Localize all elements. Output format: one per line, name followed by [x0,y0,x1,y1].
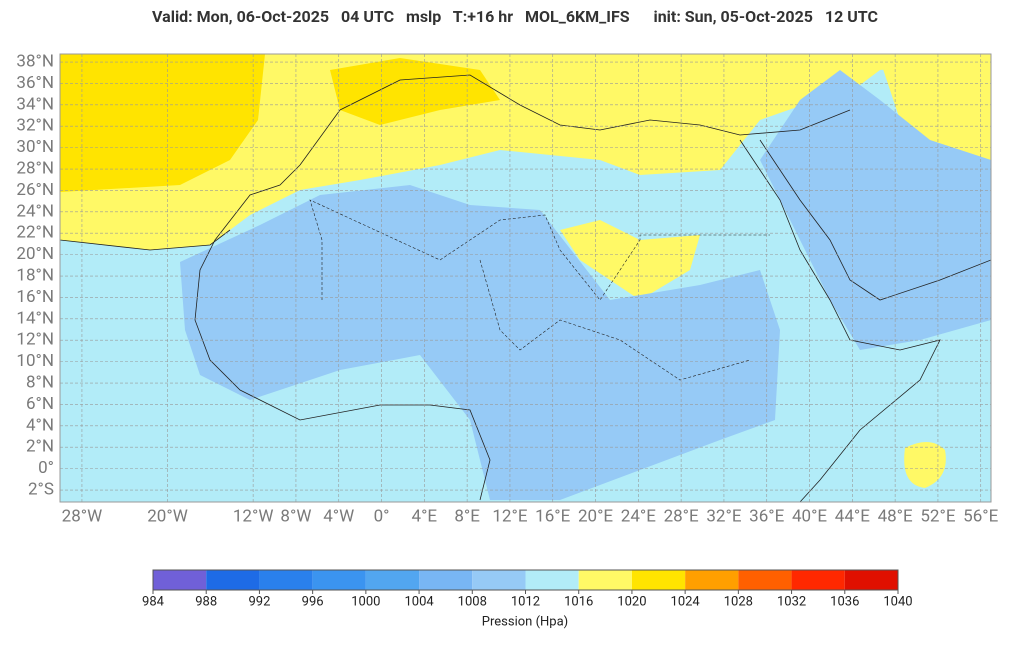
lat-label: 2°N [26,437,54,457]
lat-label: 0° [38,458,54,478]
lat-label: 28°N [16,159,54,179]
lon-label: 8°W [280,506,311,526]
field-region [760,70,991,350]
colorbar-swatch [791,570,845,590]
colorbar-tick-label: 1020 [617,594,646,609]
lon-label: 20°E [578,506,613,526]
lat-label: 6°N [26,394,54,414]
coastline [60,150,231,251]
lon-label: 4°E [412,506,438,526]
lon-label: 32°E [706,506,741,526]
colorbar-swatch [312,570,366,590]
coastline [194,164,491,501]
lon-label: 56°E [963,506,998,526]
colorbar-swatch [259,570,313,590]
field-region [180,185,780,500]
lat-label: 32°N [16,116,54,136]
lat-label: 10°N [16,351,54,371]
colorbar-swatch [472,570,526,590]
colorbar-tick-label: 1036 [830,594,859,609]
colorbar-tick-label: 1000 [351,594,380,609]
field-region [904,441,946,488]
title: Valid: Mon, 06-Oct-2025 04 UTC mslp T:+1… [152,7,878,26]
colorbar-label: Pression (Hpa) [482,614,568,629]
lon-label: 20°W [147,506,188,526]
colorbar-tick-label: 1028 [724,594,753,609]
colorbar-tick-label: 1016 [564,594,593,609]
lon-label: 12°E [492,506,527,526]
lon-label: 36°E [749,506,784,526]
colorbar-swatch [153,570,207,590]
colorbar-swatch [685,570,739,590]
colorbar-tick-label: 1040 [883,594,912,609]
lat-label: 14°N [16,308,54,328]
colorbar-swatch [525,570,579,590]
lon-label: 52°E [920,506,955,526]
lon-label: 12°W [233,506,274,526]
lon-label: 28°E [664,506,699,526]
lat-label: 16°N [16,287,54,307]
coastline [759,139,991,301]
colorbar-tick-label: 1008 [458,594,487,609]
lat-label: 36°N [16,73,54,93]
lon-label: 4°W [323,506,354,526]
colorbar-swatch [578,570,632,590]
lat-label: 26°N [16,180,54,200]
colorbar-swatch [365,570,420,590]
lat-label: 30°N [16,137,54,157]
graticule [60,54,991,502]
colorbar-tick-label: 996 [302,594,324,609]
colorbar-tick-label: 1004 [404,594,434,609]
coastline [739,139,941,502]
colorbar-tick-label: 984 [142,594,165,609]
field-region [330,58,500,125]
colorbar-swatch [631,570,686,590]
colorbar-tick-label: 1012 [511,594,540,609]
lat-label: 24°N [16,201,54,221]
lat-label: 8°N [26,373,54,393]
lat-label: 38°N [16,52,54,72]
lat-label: 22°N [16,223,54,243]
lat-label: 12°N [16,330,54,350]
lat-label: 18°N [16,266,54,286]
colorbar-tick-label: 992 [248,594,270,609]
lat-label: 20°N [16,244,54,264]
map-frame [59,53,992,503]
lon-label: 24°E [621,506,656,526]
lon-label: 40°E [792,506,827,526]
lon-label: 0° [374,506,390,526]
colorbar-tick-label: 1032 [777,594,806,609]
lat-label: 2°S [28,480,54,500]
field-region [60,54,991,250]
colorbar: 984 988 992 996 1000 1004 1008 1012 1016 1020 1024… [142,569,913,609]
field-region [60,54,265,192]
field-region [560,220,700,300]
lat-label: 4°N [26,415,54,435]
border [309,199,770,381]
lat-label: 34°N [16,94,54,114]
colorbar-swatch [844,570,898,590]
field-region [880,55,991,170]
pressure-field [60,54,991,502]
lon-label: 16°E [535,506,570,526]
coastline [299,74,851,166]
lon-label: 8°E [454,506,480,526]
colorbar-tick-label: 1024 [671,594,701,609]
lon-label: 28°W [62,506,103,526]
lon-label: 44°E [835,506,870,526]
colorbar-tick-label: 988 [195,594,217,609]
colorbar-swatch [738,570,792,590]
colorbar-swatch [419,570,473,590]
lon-label: 48°E [878,506,913,526]
colorbar-swatch [206,570,260,590]
